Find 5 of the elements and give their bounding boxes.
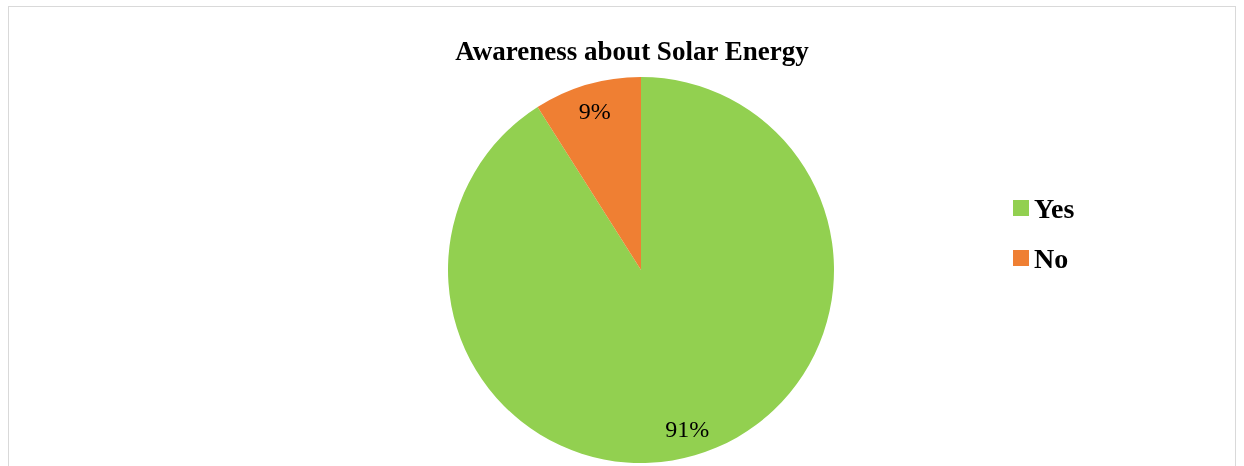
legend-label: No — [1034, 242, 1069, 274]
legend-label: Yes — [1034, 192, 1075, 224]
chart-title: Awareness about Solar Energy — [455, 35, 810, 66]
data-label: 9% — [578, 97, 611, 124]
data-label: 91% — [665, 416, 710, 443]
